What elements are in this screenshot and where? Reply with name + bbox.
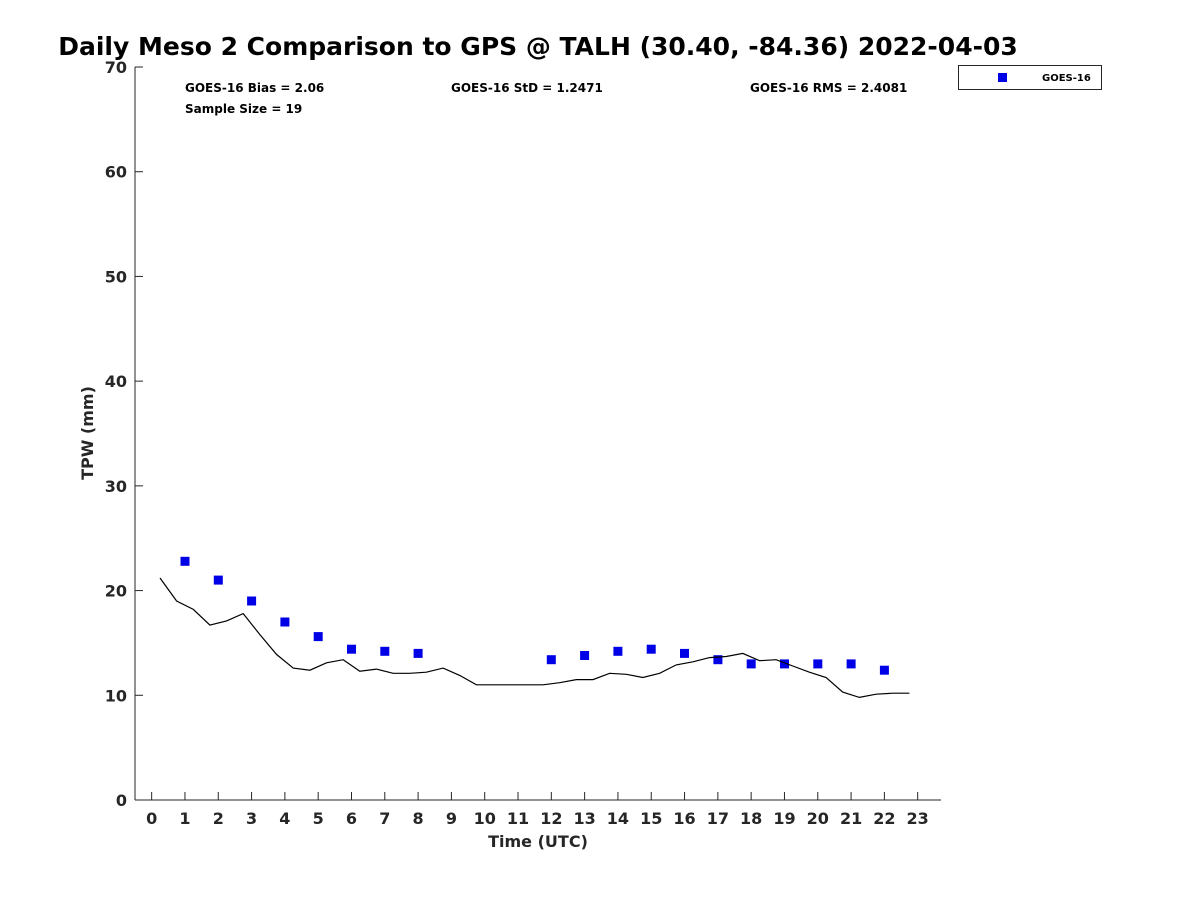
legend-label-goes16: GOES-16 (1042, 73, 1091, 84)
x-tick-label: 22 (873, 809, 895, 828)
data-point-goes16 (780, 659, 789, 669)
x-tick-label: 5 (313, 809, 324, 828)
data-point-goes16 (180, 556, 190, 566)
data-point-goes16 (580, 651, 590, 660)
x-tick-label: 10 (474, 809, 496, 828)
x-tick-label: 19 (773, 809, 795, 828)
y-tick-label: 50 (105, 267, 127, 286)
x-tick-label: 1 (179, 809, 190, 828)
x-tick-label: 6 (346, 809, 357, 828)
x-tick-label: 3 (246, 809, 257, 828)
y-tick-label: 60 (105, 163, 127, 182)
chart-title: Daily Meso 2 Comparison to GPS @ TALH (3… (58, 32, 1018, 61)
data-point-goes16 (380, 646, 390, 656)
data-point-goes16 (746, 659, 756, 669)
data-point-goes16 (413, 648, 423, 658)
data-point-goes16 (313, 632, 323, 642)
x-tick-label: 20 (807, 809, 829, 828)
stat-std: GOES-16 StD = 1.2471 (451, 81, 603, 95)
x-tick-label: 18 (740, 809, 762, 828)
data-point-goes16 (680, 648, 689, 658)
data-point-goes16 (213, 575, 223, 585)
x-tick-label: 7 (379, 809, 390, 828)
y-tick-label: 20 (105, 582, 127, 601)
x-tick-label: 4 (279, 809, 290, 828)
x-axis-label: Time (UTC) (488, 832, 588, 851)
series-line-1 (159, 577, 910, 699)
data-point-goes16 (713, 655, 723, 665)
y-tick-label: 30 (105, 477, 127, 496)
data-point-goes16 (613, 646, 623, 656)
legend-box (958, 65, 1102, 90)
y-tick-label: 10 (105, 686, 127, 705)
data-point-goes16 (813, 659, 823, 669)
x-tick-label: 16 (673, 809, 695, 828)
x-tick-label: 9 (446, 809, 457, 828)
x-tick-label: 21 (840, 809, 862, 828)
x-tick-label: 15 (640, 809, 662, 828)
stat-rms: GOES-16 RMS = 2.4081 (750, 81, 907, 95)
data-point-goes16 (347, 644, 356, 654)
data-point-goes16 (879, 665, 889, 675)
y-axis-label: TPW (mm) (78, 386, 97, 480)
data-point-goes16 (546, 655, 556, 665)
legend: GOES-16 (958, 65, 1102, 90)
data-point-goes16 (846, 659, 856, 669)
y-tick-label: 40 (105, 372, 127, 391)
x-tick-label: 0 (146, 809, 157, 828)
x-tick-label: 12 (540, 809, 562, 828)
stat-sample-size: Sample Size = 19 (185, 102, 302, 116)
y-tick-label: 70 (105, 58, 127, 77)
x-tick-label: 13 (573, 809, 595, 828)
data-point-goes16 (247, 596, 257, 606)
x-tick-label: 23 (907, 809, 929, 828)
x-tick-label: 8 (413, 809, 424, 828)
stat-bias: GOES-16 Bias = 2.06 (185, 81, 324, 95)
data-point-goes16 (280, 617, 290, 627)
x-tick-label: 11 (507, 809, 529, 828)
plot-area: 0 1 2 3 4 5 6 7 8 9 10 11 12 13 14 15 16 17 18 19 20 21 22 2301… (105, 58, 941, 828)
data-point-goes16 (646, 644, 656, 654)
x-tick-label: 2 (213, 809, 224, 828)
x-tick-label: 14 (607, 809, 629, 828)
legend-marker-goes16 (998, 73, 1007, 82)
y-tick-label: 0 (116, 791, 127, 810)
x-tick-label: 17 (707, 809, 729, 828)
